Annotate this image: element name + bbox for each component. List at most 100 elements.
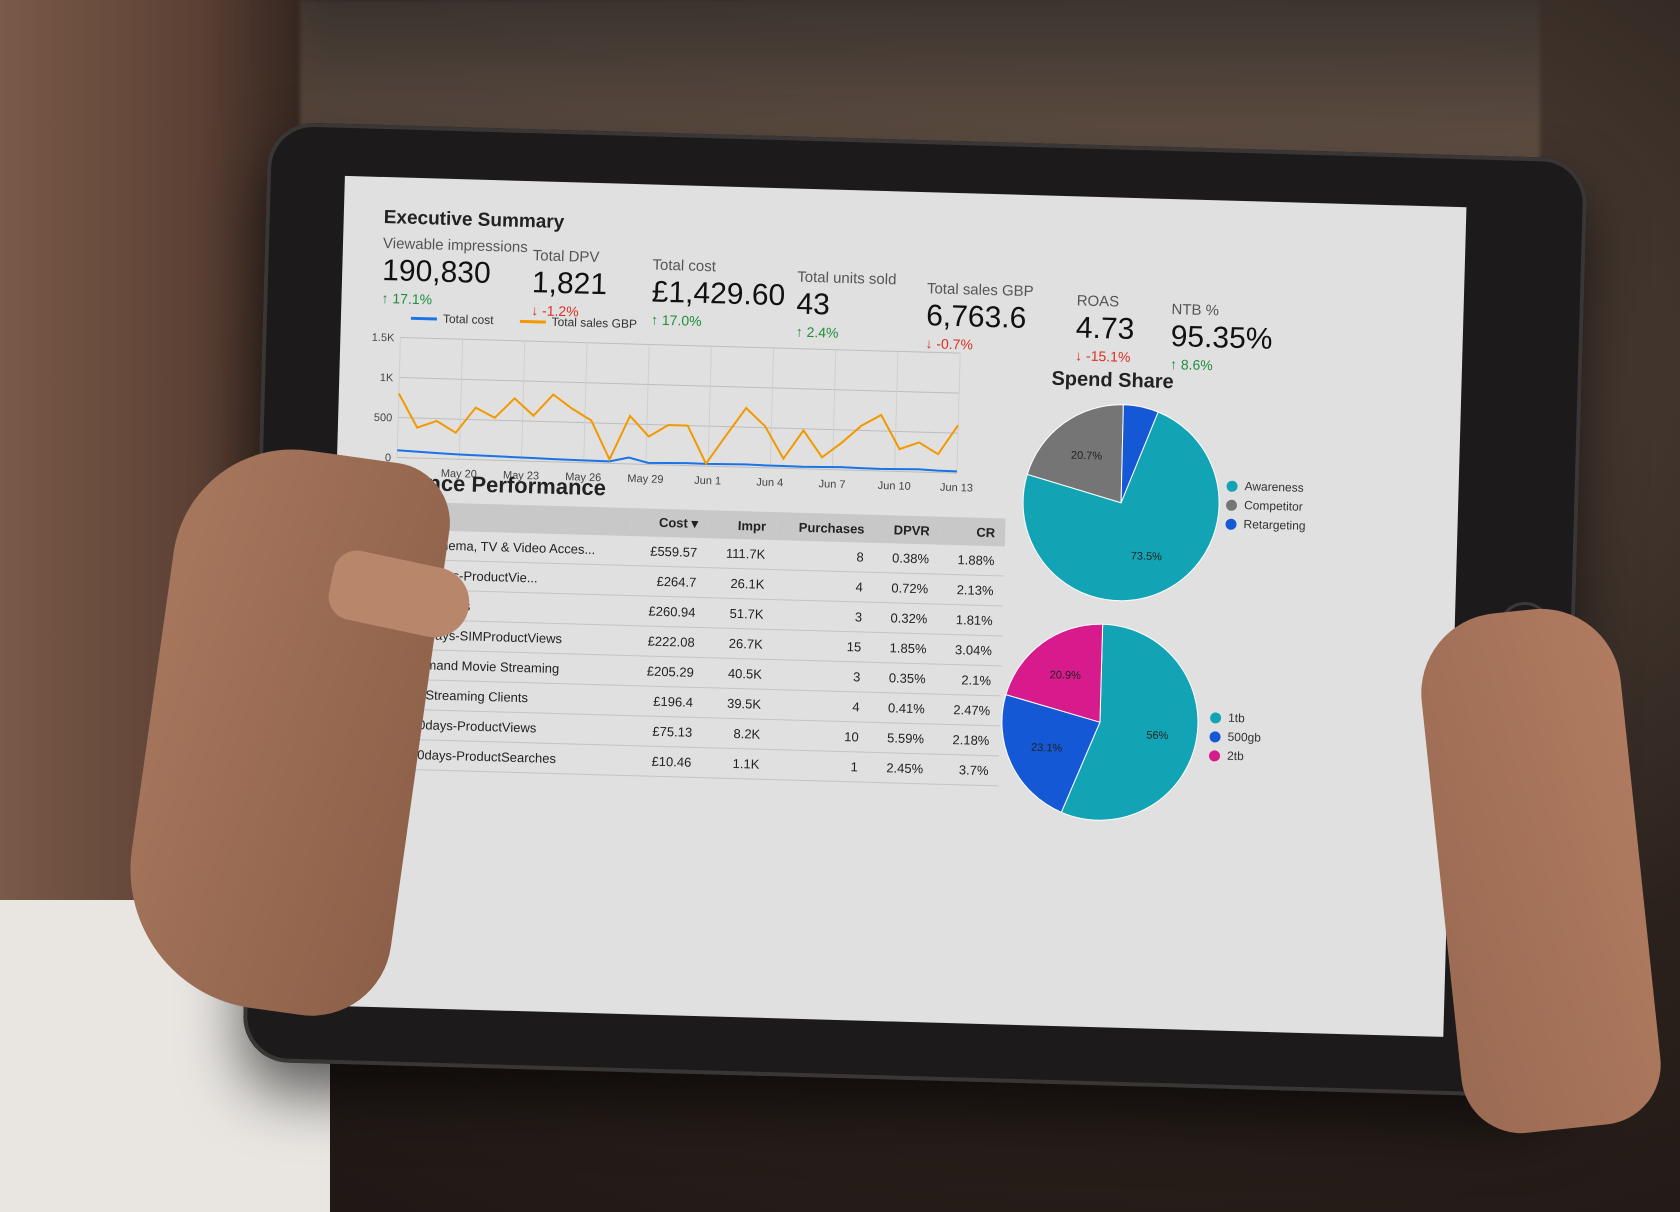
storage-pie: 56% 23.1% 20.9% — [1001, 623, 1199, 821]
table-cell: 5.59% — [868, 722, 935, 755]
table-cell: 1.1K — [700, 747, 770, 780]
kpi-label: Viewable impressions — [382, 235, 529, 257]
x-tick-label: Jun 7 — [818, 478, 845, 491]
table-cell: 0.41% — [869, 692, 936, 725]
column-header[interactable]: DPVR — [874, 514, 941, 545]
series-line-total-cost — [397, 449, 957, 473]
table-cell: 0.38% — [873, 542, 940, 575]
pie-slice-awareness — [1022, 411, 1220, 602]
gridline-v — [956, 353, 961, 474]
x-tick-label: May 23 — [503, 469, 539, 482]
legend-retargeting[interactable]: Retargeting — [1225, 517, 1306, 533]
table-cell: 1 — [768, 749, 869, 783]
legend-1tb[interactable]: 1tb — [1209, 710, 1262, 725]
table-cell: £10.46 — [623, 745, 702, 778]
gridline-h — [397, 456, 957, 474]
table-cell: 8 — [774, 540, 875, 573]
pie-slice-retargeting — [1120, 404, 1159, 503]
kpi-label: NTB % — [1171, 301, 1220, 320]
pie1-legend: Awareness Competitor Retargeting — [1225, 479, 1307, 538]
pie-data-label: 20.9% — [1050, 669, 1082, 682]
table-cell: 0.32% — [871, 602, 938, 635]
table-cell: 2.18% — [933, 724, 1000, 756]
pie-slice-500gb — [1001, 693, 1101, 813]
x-tick-label: Jun 10 — [878, 480, 911, 493]
legend-500gb[interactable]: 500gb — [1209, 729, 1262, 745]
pie-slice-competitor — [1026, 404, 1124, 504]
kpi-label: Total sales GBP — [926, 280, 1034, 301]
kpi-label: Total cost — [652, 256, 717, 276]
kpi-value: 4.73 — [1075, 311, 1135, 347]
table-cell: 15 — [772, 629, 872, 663]
table-cell: 111.7K — [706, 538, 776, 570]
pie-slice-1tb — [1060, 623, 1199, 821]
table-cell: 3.04% — [936, 634, 1003, 666]
column-header[interactable]: Cost ▾ — [630, 508, 709, 539]
pie-slice-2tb — [1005, 623, 1104, 723]
legend-label: Competitor — [1243, 498, 1303, 514]
x-tick-label: Jun 4 — [756, 477, 783, 490]
gridline-v — [396, 337, 401, 458]
table-cell: 51.7K — [705, 597, 775, 630]
legend-label: 500gb — [1227, 729, 1262, 745]
legend-total-sales[interactable]: Total sales GBP — [519, 314, 637, 331]
pie-data-label: 20.7% — [1071, 450, 1103, 463]
kpi-value: 1,821 — [531, 266, 608, 302]
table-cell: 1.88% — [938, 544, 1005, 576]
kpi-delta: ↑ 17.0% — [650, 311, 702, 329]
x-tick-label: May 26 — [565, 471, 601, 484]
x-tick-label: Jun 13 — [940, 482, 973, 495]
gridline-h — [399, 377, 960, 394]
column-header[interactable]: Impr — [707, 510, 777, 541]
kpi-value: £1,429.60 — [651, 275, 786, 313]
kpi-value: 6,763.6 — [925, 299, 1027, 335]
kpi-roas: ROAS 4.73 ↓ -15.1% — [1075, 292, 1135, 365]
gridline-v — [707, 346, 712, 467]
gridline-v — [894, 351, 899, 472]
column-header[interactable]: Purchases — [775, 512, 875, 543]
legend-total-cost[interactable]: Total cost — [410, 311, 494, 327]
gridline-v — [831, 349, 837, 470]
legend-2tb[interactable]: 2tb — [1208, 748, 1261, 763]
kpi-viewable-impressions: Viewable impressions 190,830 ↑ 17.1% — [381, 235, 528, 310]
table-cell: 2.1% — [935, 664, 1002, 696]
table-cell: 0.72% — [872, 572, 939, 605]
table-cell: 26.1K — [705, 567, 775, 600]
y-tick-label: 500 — [374, 412, 393, 425]
table-cell: 8.2K — [701, 717, 771, 750]
table-cell: 2.13% — [937, 574, 1004, 606]
kpi-delta: ↓ -15.1% — [1074, 347, 1131, 365]
column-header[interactable]: CR — [939, 516, 1006, 547]
table-cell: 4 — [770, 689, 870, 723]
pie2-legend: 1tb 500gb 2tb — [1208, 710, 1262, 768]
table-cell: £264.7 — [628, 565, 707, 598]
tablet-device: Executive Summary Viewable impressions 1… — [242, 121, 1588, 1099]
y-tick-label: 1.5K — [372, 332, 396, 345]
table-cell: 26.7K — [704, 627, 774, 660]
gridline-v — [645, 344, 650, 465]
kpi-total-cost: Total cost £1,429.60 ↑ 17.0% — [651, 257, 786, 332]
table-cell: 40.5K — [703, 657, 773, 690]
table-cell: £260.94 — [628, 595, 706, 628]
table-cell: £75.13 — [624, 715, 703, 748]
legend-awareness[interactable]: Awareness — [1226, 479, 1306, 495]
page-title: Executive Summary — [383, 207, 565, 234]
table-cell: 1.81% — [936, 604, 1004, 636]
legend-competitor[interactable]: Competitor — [1225, 498, 1306, 514]
table-cell: 3.7% — [932, 754, 999, 786]
x-tick-label: Jun 1 — [694, 475, 721, 488]
series-line-total-sales — [397, 393, 960, 466]
gridline-v — [769, 347, 775, 468]
spend-share-title: Spend Share — [1051, 367, 1175, 394]
y-tick-label: 1K — [380, 372, 394, 384]
table-cell: 4 — [774, 569, 874, 603]
kpi-total-units-sold: Total units sold 43 ↑ 2.4% — [796, 269, 897, 343]
pie-data-label: 56% — [1146, 730, 1169, 743]
legend-label: Retargeting — [1243, 517, 1306, 533]
kpi-value: 43 — [796, 287, 831, 322]
table-cell: £205.29 — [626, 655, 705, 688]
kpi-value: 190,830 — [381, 253, 492, 291]
table-cell: 3 — [771, 659, 871, 693]
x-tick-label: May 29 — [627, 473, 663, 486]
kpi-label: Total DPV — [532, 247, 600, 267]
